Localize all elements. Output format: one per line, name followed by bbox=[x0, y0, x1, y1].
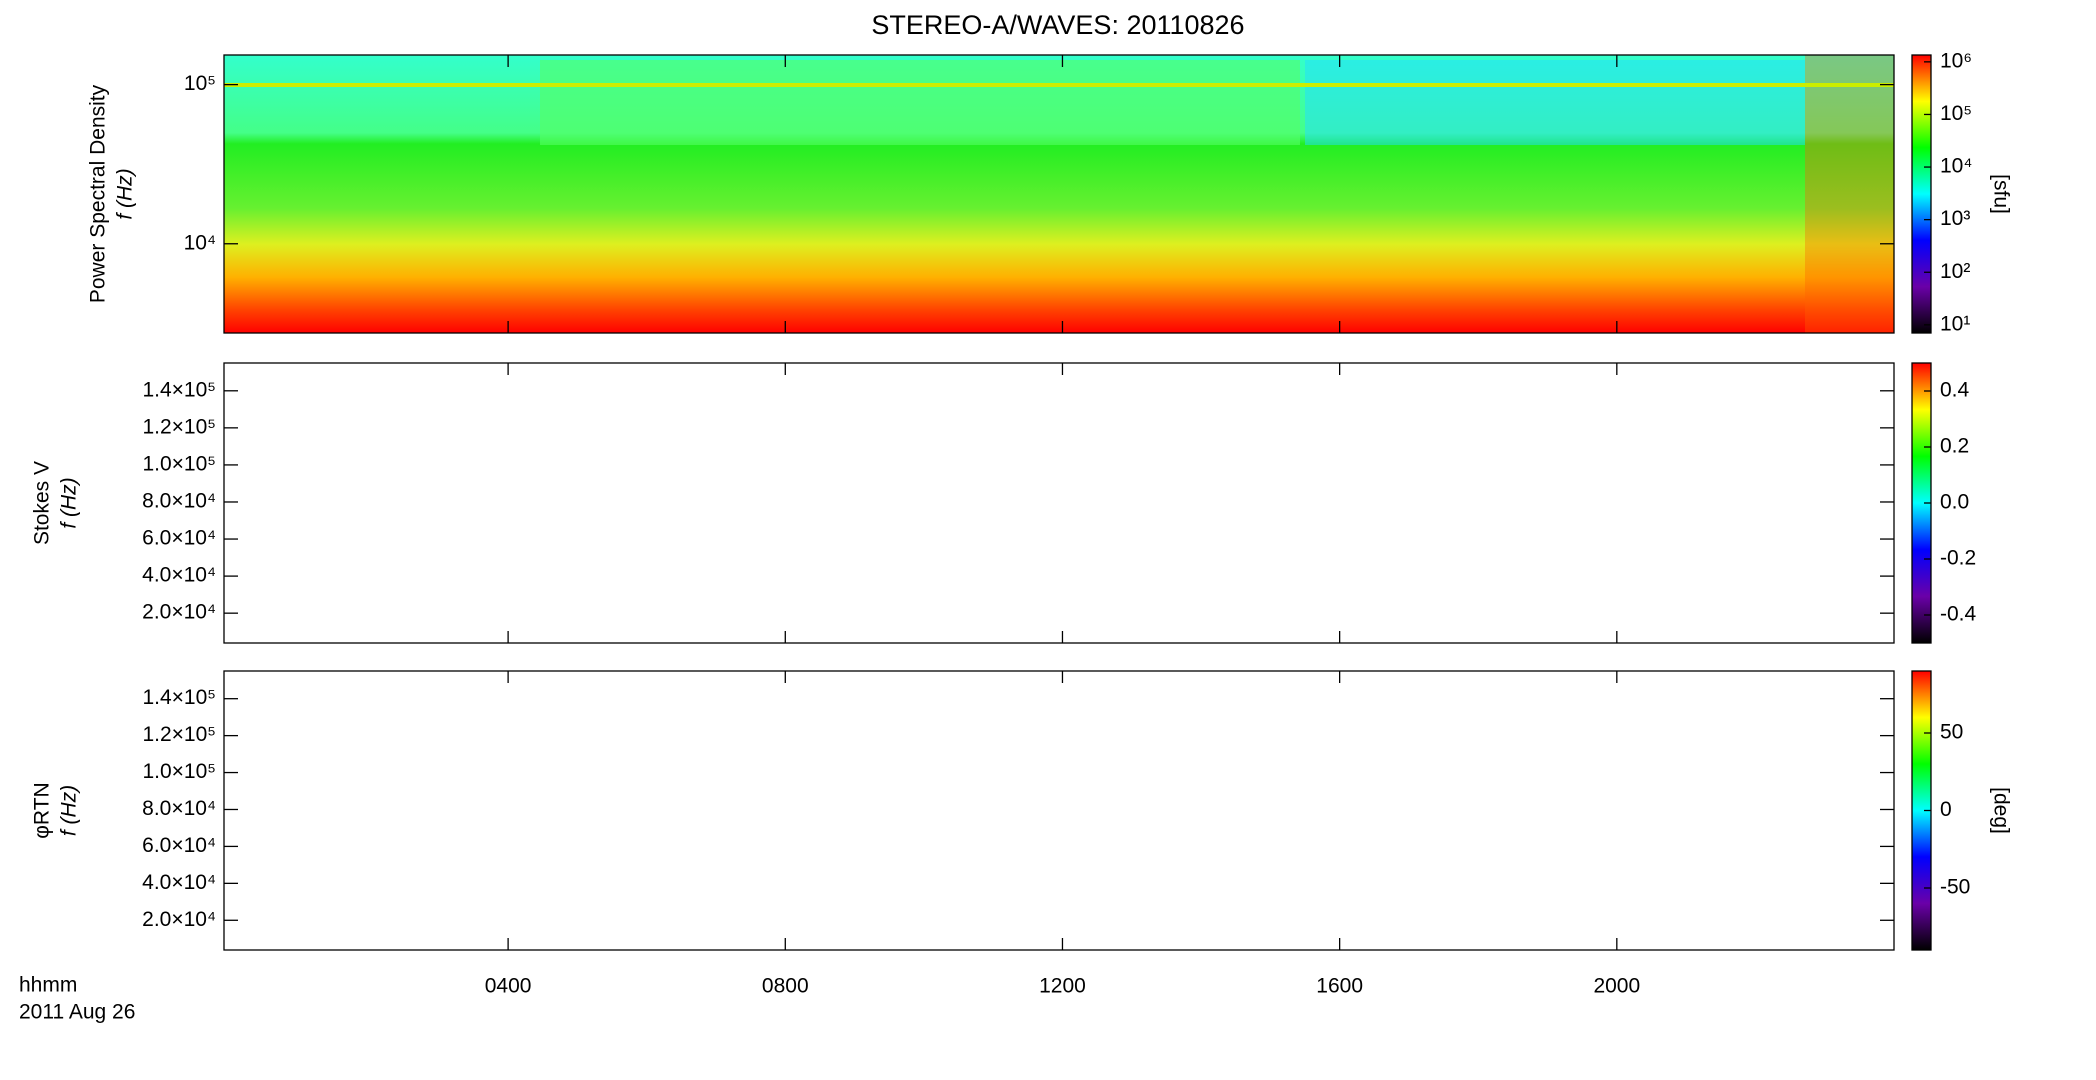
colorbar-tick-label: 0.2 bbox=[1940, 435, 1969, 458]
colorbar-tick-label: 10³ bbox=[1940, 207, 1970, 230]
colorbar-tick-label: 0.4 bbox=[1940, 379, 1970, 402]
y-axis-label: f (Hz) bbox=[58, 477, 81, 528]
colorbar-tick-label: 10⁴ bbox=[1940, 155, 1972, 178]
x-axis-label: hhmm bbox=[19, 974, 77, 997]
y-tick-label: 2.0×10⁴ bbox=[142, 908, 216, 931]
x-tick-label: 0800 bbox=[762, 975, 809, 998]
y-tick-label: 1.2×10⁵ bbox=[142, 723, 216, 746]
colorbar-label: [sfu] bbox=[1989, 174, 2012, 214]
y-axis-label: f (Hz) bbox=[58, 785, 81, 836]
date-label: 2011 Aug 26 bbox=[19, 1001, 135, 1024]
x-tick-label: 2000 bbox=[1593, 975, 1640, 998]
y-axis-label: f (Hz) bbox=[114, 168, 137, 219]
x-tick-label: 1600 bbox=[1316, 975, 1363, 998]
plot-frame bbox=[223, 54, 1895, 334]
y-tick-label: 1.0×10⁵ bbox=[142, 760, 216, 783]
colorbar-label: [deg] bbox=[1989, 787, 2012, 834]
colorbar-tick-label: 0 bbox=[1940, 798, 1952, 821]
colorbar-tick-label: -0.4 bbox=[1940, 603, 1977, 626]
x-tick-label: 1200 bbox=[1039, 975, 1086, 998]
colorbar-tick-label: 50 bbox=[1940, 721, 1963, 744]
y-axis-label: φRTN bbox=[31, 782, 54, 838]
colorbar bbox=[1912, 671, 1931, 950]
colorbar-tick-label: 10¹ bbox=[1940, 312, 1970, 335]
y-tick-label: 8.0×10⁴ bbox=[142, 797, 216, 820]
y-tick-label: 1.4×10⁵ bbox=[142, 686, 216, 709]
y-tick-label: 6.0×10⁴ bbox=[142, 527, 216, 550]
y-tick-label: 1.2×10⁵ bbox=[142, 415, 216, 438]
chart-title: STEREO-A/WAVES: 20110826 bbox=[871, 10, 1244, 40]
y-tick-label: 4.0×10⁴ bbox=[142, 871, 216, 894]
y-axis-label: Power Spectral Density bbox=[87, 84, 110, 303]
y-tick-label: 6.0×10⁴ bbox=[142, 834, 216, 857]
x-tick-label: 0400 bbox=[485, 975, 532, 998]
colorbar-tick-label: 10⁵ bbox=[1940, 102, 1972, 125]
y-tick-label: 1.4×10⁵ bbox=[142, 378, 216, 401]
colorbar-tick-label: 10² bbox=[1940, 260, 1970, 283]
colorbar-tick-label: -50 bbox=[1940, 876, 1970, 899]
colorbar bbox=[1912, 55, 1931, 333]
y-tick-label: 10⁴ bbox=[184, 231, 216, 254]
y-tick-label: 8.0×10⁴ bbox=[142, 490, 216, 513]
y-tick-label: 4.0×10⁴ bbox=[142, 564, 216, 587]
colorbar-tick-label: -0.2 bbox=[1940, 547, 1976, 570]
spectrogram-image bbox=[224, 55, 1894, 333]
colorbar-tick-label: 10⁶ bbox=[1940, 49, 1972, 72]
colorbar-tick-label: 0.0 bbox=[1940, 491, 1969, 514]
y-tick-label: 1.0×10⁵ bbox=[142, 452, 216, 475]
y-tick-label: 10⁵ bbox=[184, 72, 216, 95]
colorbar bbox=[1912, 363, 1931, 643]
y-axis-label: Stokes V bbox=[31, 461, 54, 545]
plot-frame bbox=[223, 362, 1895, 644]
y-tick-label: 2.0×10⁴ bbox=[142, 601, 216, 624]
plot-frame bbox=[223, 670, 1895, 951]
colorbar-frame bbox=[1911, 54, 1932, 334]
